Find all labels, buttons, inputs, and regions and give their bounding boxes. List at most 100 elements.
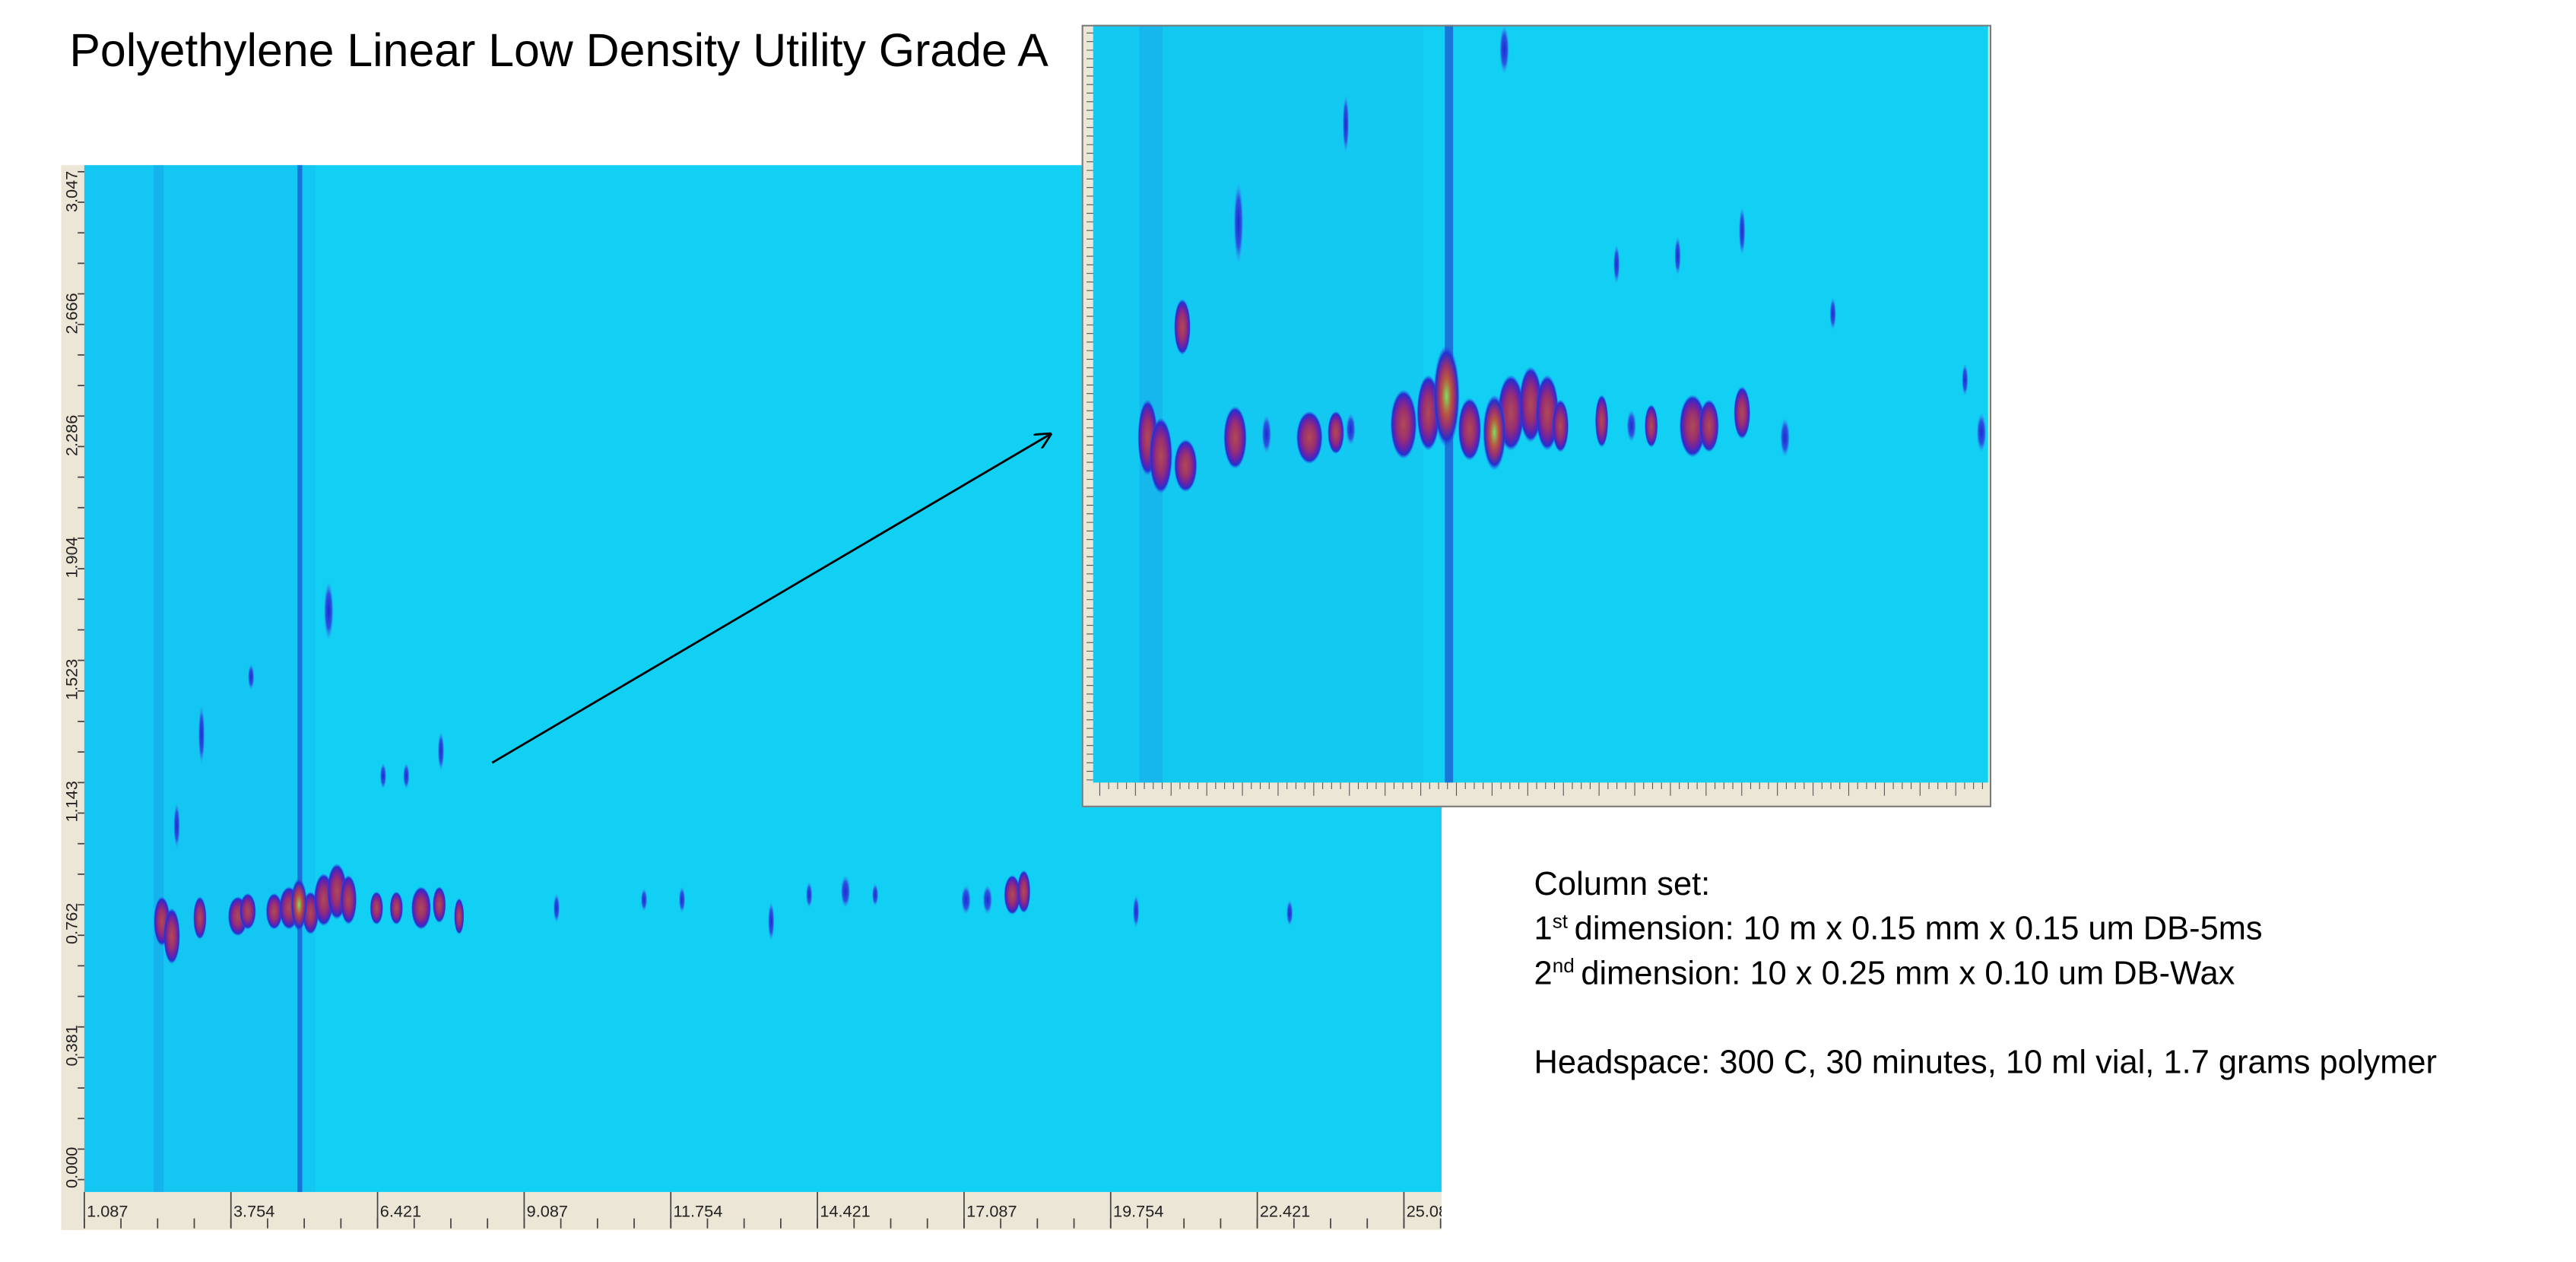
column-band — [154, 165, 164, 1192]
peak — [805, 881, 813, 908]
peak — [1342, 94, 1350, 154]
dimension-text: dimension: 10 m x 0.15 mm x 0.15 um DB-5… — [1575, 911, 2263, 947]
peak — [1499, 24, 1509, 75]
peak — [1674, 236, 1681, 276]
peak — [1174, 439, 1198, 493]
peak — [1286, 899, 1293, 927]
peak — [193, 896, 207, 940]
peak — [767, 901, 775, 941]
y-tick-label: 3.047 — [62, 171, 81, 212]
dimension-line: 2nd dimension: 10 x 0.25 mm x 0.10 um DB-… — [1534, 954, 2235, 991]
peak — [1645, 404, 1658, 448]
y-tick-label: 2.666 — [62, 293, 81, 334]
peak — [1458, 398, 1482, 461]
peak — [1679, 395, 1706, 458]
y-tick-label: 0.381 — [62, 1025, 81, 1066]
peak — [1734, 386, 1751, 439]
x-tick-label: 3.754 — [233, 1201, 274, 1220]
peak — [1962, 363, 1968, 397]
peak — [1433, 344, 1460, 448]
peak — [437, 731, 445, 772]
peak — [678, 886, 686, 913]
inset-heatmap — [1081, 24, 1992, 807]
peak — [1346, 412, 1356, 446]
peak — [1829, 296, 1836, 331]
peak — [1261, 414, 1272, 455]
peak — [1149, 417, 1172, 494]
peak — [1233, 181, 1244, 265]
y-axis-strip — [61, 165, 84, 1230]
x-tick-label: 17.087 — [966, 1201, 1017, 1220]
dimension-line: 1st dimension: 10 m x 0.15 mm x 0.15 um D… — [1534, 909, 2263, 946]
peak — [1004, 874, 1021, 915]
peak — [389, 891, 404, 925]
peak — [1552, 399, 1569, 453]
axes: 3.047 2.666 2.286 1.904 1.523 1.143 0.762 0.381… — [62, 171, 1448, 1229]
y-tick-label: 2.286 — [62, 415, 81, 456]
peak — [961, 884, 972, 915]
x-tick-label: 22.421 — [1260, 1201, 1310, 1220]
peak — [240, 893, 256, 930]
notes: Column set: 1st dimension: 10 m x 0.15 mm… — [1534, 866, 2437, 1081]
peak — [1223, 406, 1247, 469]
peak — [323, 581, 334, 641]
shade — [84, 165, 316, 1192]
dimension-text: dimension: 10 x 0.25 mm x 0.10 um DB-Wax — [1581, 955, 2235, 991]
peak — [433, 886, 446, 923]
y-tick-label: 0.000 — [62, 1147, 81, 1188]
peak — [640, 888, 648, 912]
peak — [370, 891, 383, 925]
peak — [982, 884, 993, 915]
peak — [1296, 411, 1323, 465]
peak — [1328, 411, 1344, 455]
zoom-arrow — [491, 434, 1050, 764]
peaks — [1137, 24, 1987, 494]
column-band — [297, 165, 303, 1192]
peak — [871, 883, 879, 907]
peak — [1017, 870, 1031, 913]
peak — [1594, 395, 1609, 448]
ordinal: 1 — [1534, 911, 1553, 947]
peak — [1174, 299, 1191, 355]
peak — [340, 874, 357, 925]
peak — [1132, 895, 1140, 928]
y-tick-label: 1.904 — [62, 537, 81, 578]
peak — [403, 763, 410, 790]
inset-border — [1081, 24, 1992, 807]
x-tick-label: 19.754 — [1113, 1201, 1163, 1220]
slide-title: Polyethylene Linear Low Density Utility … — [69, 24, 1048, 76]
x-tick-label: 11.754 — [673, 1201, 722, 1220]
peak — [163, 908, 180, 965]
peak — [1976, 412, 1987, 453]
headspace-note: Headspace: 300 C, 30 minutes, 10 ml vial… — [1534, 1045, 2437, 1081]
peaks — [154, 581, 1293, 965]
peak — [379, 763, 387, 790]
peak — [265, 893, 283, 930]
axes — [1087, 32, 1983, 796]
x-tick-label: 25.08 — [1407, 1201, 1448, 1220]
peak — [1613, 244, 1620, 284]
x-tick-label: 14.421 — [820, 1201, 870, 1220]
peak — [1738, 206, 1746, 256]
peak — [1780, 417, 1791, 458]
ordinal: 2 — [1534, 955, 1553, 991]
peak — [290, 878, 308, 931]
peak — [553, 893, 560, 923]
peak — [411, 886, 431, 930]
x-tick-label: 6.421 — [380, 1201, 421, 1220]
peak — [173, 802, 180, 849]
peak — [454, 898, 465, 935]
peak — [840, 874, 851, 908]
ordinal-suffix: nd — [1553, 954, 1575, 977]
x-tick-label: 1.087 — [87, 1201, 128, 1220]
peak — [1699, 399, 1719, 453]
x-tick-label: 9.087 — [527, 1201, 568, 1220]
y-tick-label: 0.762 — [62, 903, 81, 944]
ordinal-suffix: st — [1553, 909, 1569, 932]
peak — [1483, 395, 1506, 471]
x-axis-strip — [61, 1191, 1442, 1230]
peak — [1626, 409, 1637, 442]
y-tick-label: 1.523 — [62, 659, 81, 700]
peak — [247, 663, 255, 690]
